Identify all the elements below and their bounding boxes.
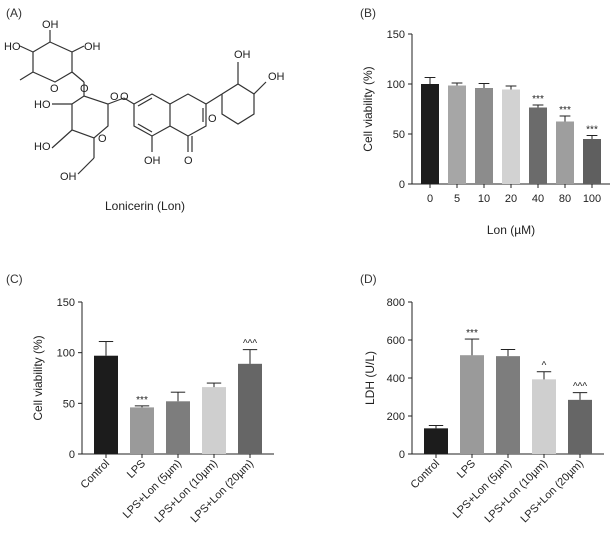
atom-label: O (98, 133, 107, 145)
atom-label: HO (34, 141, 51, 153)
significance-label: ^^^ (243, 339, 257, 350)
bar (475, 88, 493, 184)
y-axis-title: Cell viability (%) (31, 335, 45, 420)
structure-caption: Lonicerin (Lon) (105, 199, 185, 213)
x-axis-title: Lon (µM) (487, 223, 535, 237)
bar (568, 399, 592, 454)
atom-label: HO (4, 41, 21, 53)
y-axis-title: Cell viability (%) (361, 66, 375, 151)
atom-label: O (208, 113, 217, 125)
y-tick-label: 100 (57, 348, 75, 360)
significance-label: *** (532, 94, 544, 105)
y-tick-label: 600 (387, 335, 405, 347)
y-tick-label: 50 (393, 129, 405, 141)
atom-label: OH (144, 155, 161, 167)
bar (421, 84, 439, 184)
x-tick-label: LPS+Lon (10µm) (482, 458, 550, 526)
bar (496, 356, 520, 454)
x-tick-label: 100 (583, 193, 601, 205)
bar (94, 355, 118, 454)
bar (529, 107, 547, 184)
lonicerin-structure: OH HO OH O O OH OH HO O O O OH HO O OH O… (4, 20, 285, 213)
bar (424, 428, 448, 454)
x-tick-label: LPS (455, 458, 478, 481)
y-tick-label: 0 (399, 449, 405, 461)
atom-label: O (50, 83, 59, 95)
significance-label: *** (466, 328, 478, 339)
y-tick-label: 0 (399, 179, 405, 191)
significance-label: *** (136, 395, 148, 406)
significance-label: *** (586, 125, 598, 136)
y-tick-label: 200 (387, 411, 405, 423)
x-tick-label: 20 (505, 193, 517, 205)
atom-label: HO (34, 99, 51, 111)
x-tick-label: 0 (427, 193, 433, 205)
significance-label: ^ (542, 361, 547, 372)
x-tick-label: LPS+Lon (20µm) (518, 458, 586, 526)
panel-label-c: (C) (6, 272, 23, 286)
x-tick-label: 80 (559, 193, 571, 205)
atom-label: O (80, 83, 89, 95)
atom-label: OH (60, 171, 77, 183)
y-tick-label: 800 (387, 297, 405, 309)
bar (202, 387, 226, 454)
y-tick-label: 0 (69, 449, 75, 461)
bar (532, 379, 556, 454)
atom-label: OH (268, 71, 285, 83)
panel-label-d: (D) (360, 272, 377, 286)
bar (502, 89, 520, 184)
panel-label-b: (B) (360, 6, 376, 20)
panel-label-a: (A) (6, 6, 22, 20)
atom-label: OH (84, 41, 101, 53)
structure-atoms: OH HO OH O O OH OH HO O O O OH HO O OH O (4, 20, 285, 183)
structure-bonds (19, 30, 267, 175)
y-tick-label: 400 (387, 373, 405, 385)
y-axis-title: LDH (U/L) (363, 351, 377, 405)
bar (556, 121, 574, 184)
x-tick-label: 40 (532, 193, 544, 205)
y-tick-label: 150 (387, 29, 405, 41)
bar (238, 363, 262, 454)
x-tick-label: 5 (454, 193, 460, 205)
x-tick-label: Control (409, 458, 443, 492)
atom-label: OH (42, 20, 59, 31)
y-tick-label: 50 (63, 398, 75, 410)
bar (448, 85, 466, 184)
atom-label: O (110, 91, 119, 103)
bar (583, 139, 601, 184)
atom-label: OH (234, 49, 251, 61)
bar (130, 407, 154, 454)
bar (166, 401, 190, 454)
atom-label: O (120, 91, 129, 103)
y-tick-label: 100 (387, 79, 405, 91)
significance-label: ^^^ (573, 382, 587, 393)
bar (460, 355, 484, 454)
y-tick-label: 150 (57, 297, 75, 309)
atom-label: O (184, 155, 193, 167)
significance-label: *** (559, 105, 571, 116)
x-tick-label: 10 (478, 193, 490, 205)
